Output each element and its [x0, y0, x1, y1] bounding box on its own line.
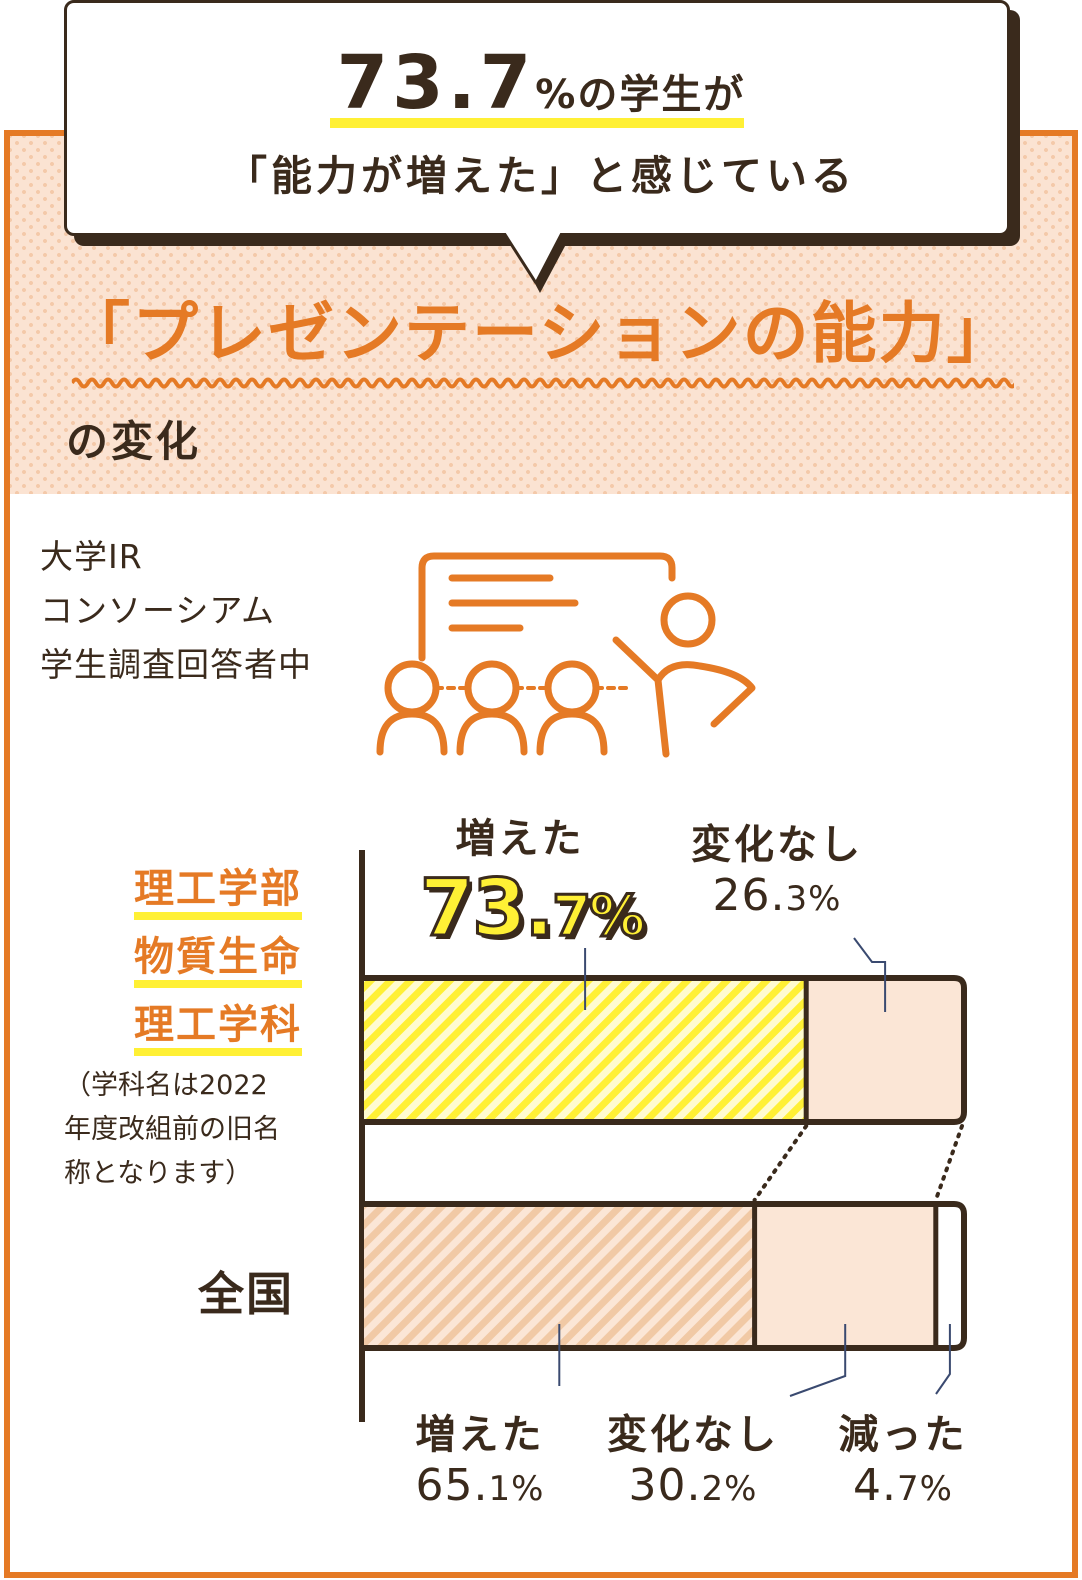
label-bottom-decreased: 減った 4.7%	[818, 1402, 988, 1511]
label-bottom-increased-value: 65.1%	[390, 1460, 570, 1511]
group-note-line2: 年度改組前の旧名	[64, 1114, 280, 1145]
bubble-value: 73.7	[336, 40, 536, 126]
group-label-line3-text: 理工学科	[134, 1002, 302, 1048]
dotted-connector	[752, 1124, 809, 1202]
label-top-no-change-text: 変化なし	[691, 822, 863, 868]
group-label-line2-highlight	[134, 980, 302, 988]
group-label-line3-highlight	[134, 1048, 302, 1056]
group-label-line2-text: 物質生命	[134, 934, 302, 980]
group-label-line3: 理工学科	[134, 992, 302, 1056]
bar-outline	[364, 975, 967, 1125]
bubble-highlight	[330, 118, 744, 128]
label-bottom-increased-value-int: 65.	[415, 1460, 489, 1511]
label-top-increased-value-dec: 7%	[551, 883, 647, 951]
source-line1: 大学IR	[40, 537, 143, 576]
leader-line	[853, 937, 887, 1012]
page-subtitle: の変化	[66, 417, 202, 466]
national-label: 全国	[198, 1267, 294, 1321]
label-bottom-increased-text: 増えた	[415, 1412, 545, 1458]
label-bottom-increased-value-dec: 1%	[488, 1469, 545, 1509]
label-bottom-no-change-value-int: 30.	[628, 1460, 702, 1511]
label-top-no-change-value-int: 26.	[712, 870, 786, 921]
dotted-connector	[933, 1124, 964, 1202]
label-bottom-no-change: 変化なし 30.2%	[588, 1402, 798, 1511]
bar-outline	[364, 1201, 967, 1351]
bubble-line2: 「能力が増えた」と感じている	[226, 152, 856, 200]
label-top-increased-value: 73.7%	[418, 863, 647, 956]
source-line3: 学生調査回答者中	[40, 645, 312, 684]
bars	[364, 937, 967, 1397]
leader-line	[789, 1324, 847, 1397]
group-label-line1: 理工学部	[134, 856, 302, 920]
group-note-line3: 称となります）	[64, 1158, 253, 1189]
label-top-no-change: 変化なし 26.3%	[672, 812, 882, 921]
label-bottom-no-change-value: 30.2%	[588, 1460, 798, 1511]
label-top-no-change-value-dec: 3%	[785, 879, 842, 919]
label-bottom-increased: 増えた 65.1%	[390, 1402, 570, 1511]
label-bottom-no-change-text: 変化なし	[607, 1412, 779, 1458]
label-bottom-decreased-value-dec: 7%	[897, 1469, 953, 1509]
group-label-line2: 物質生命	[134, 924, 302, 988]
source-line2: コンソーシアム	[40, 591, 276, 630]
label-bottom-decreased-value: 4.7%	[818, 1460, 988, 1511]
label-bottom-decreased-text: 減った	[838, 1412, 968, 1458]
bubble-line1: 73.7%の学生が	[0, 40, 1082, 126]
group-note-line1: （学科名は2022	[64, 1070, 268, 1101]
leader-line	[935, 1324, 951, 1395]
page-title: 「プレゼンテーションの能力」	[64, 295, 1015, 372]
group-note: （学科名は2022 年度改組前の旧名 称となります）	[64, 1064, 364, 1196]
label-top-increased-text: 増えた	[455, 816, 585, 862]
label-bottom-no-change-value-dec: 2%	[701, 1469, 758, 1509]
bubble-line1-suffix: %の学生が	[535, 72, 746, 118]
label-top-increased: 増えた 73.7%	[418, 806, 646, 956]
presentation-icon	[376, 552, 756, 758]
label-top-no-change-value: 26.3%	[672, 870, 882, 921]
group-label-line1-text: 理工学部	[134, 866, 302, 912]
wavy-underline	[72, 377, 1014, 389]
label-top-increased-value-int: 73.	[418, 863, 555, 956]
source-note: 大学IR コンソーシアム 学生調査回答者中	[40, 530, 312, 692]
label-bottom-decreased-value-int: 4.	[853, 1460, 898, 1511]
speech-bubble-tail	[502, 233, 572, 293]
group-label-line1-highlight	[134, 912, 302, 920]
